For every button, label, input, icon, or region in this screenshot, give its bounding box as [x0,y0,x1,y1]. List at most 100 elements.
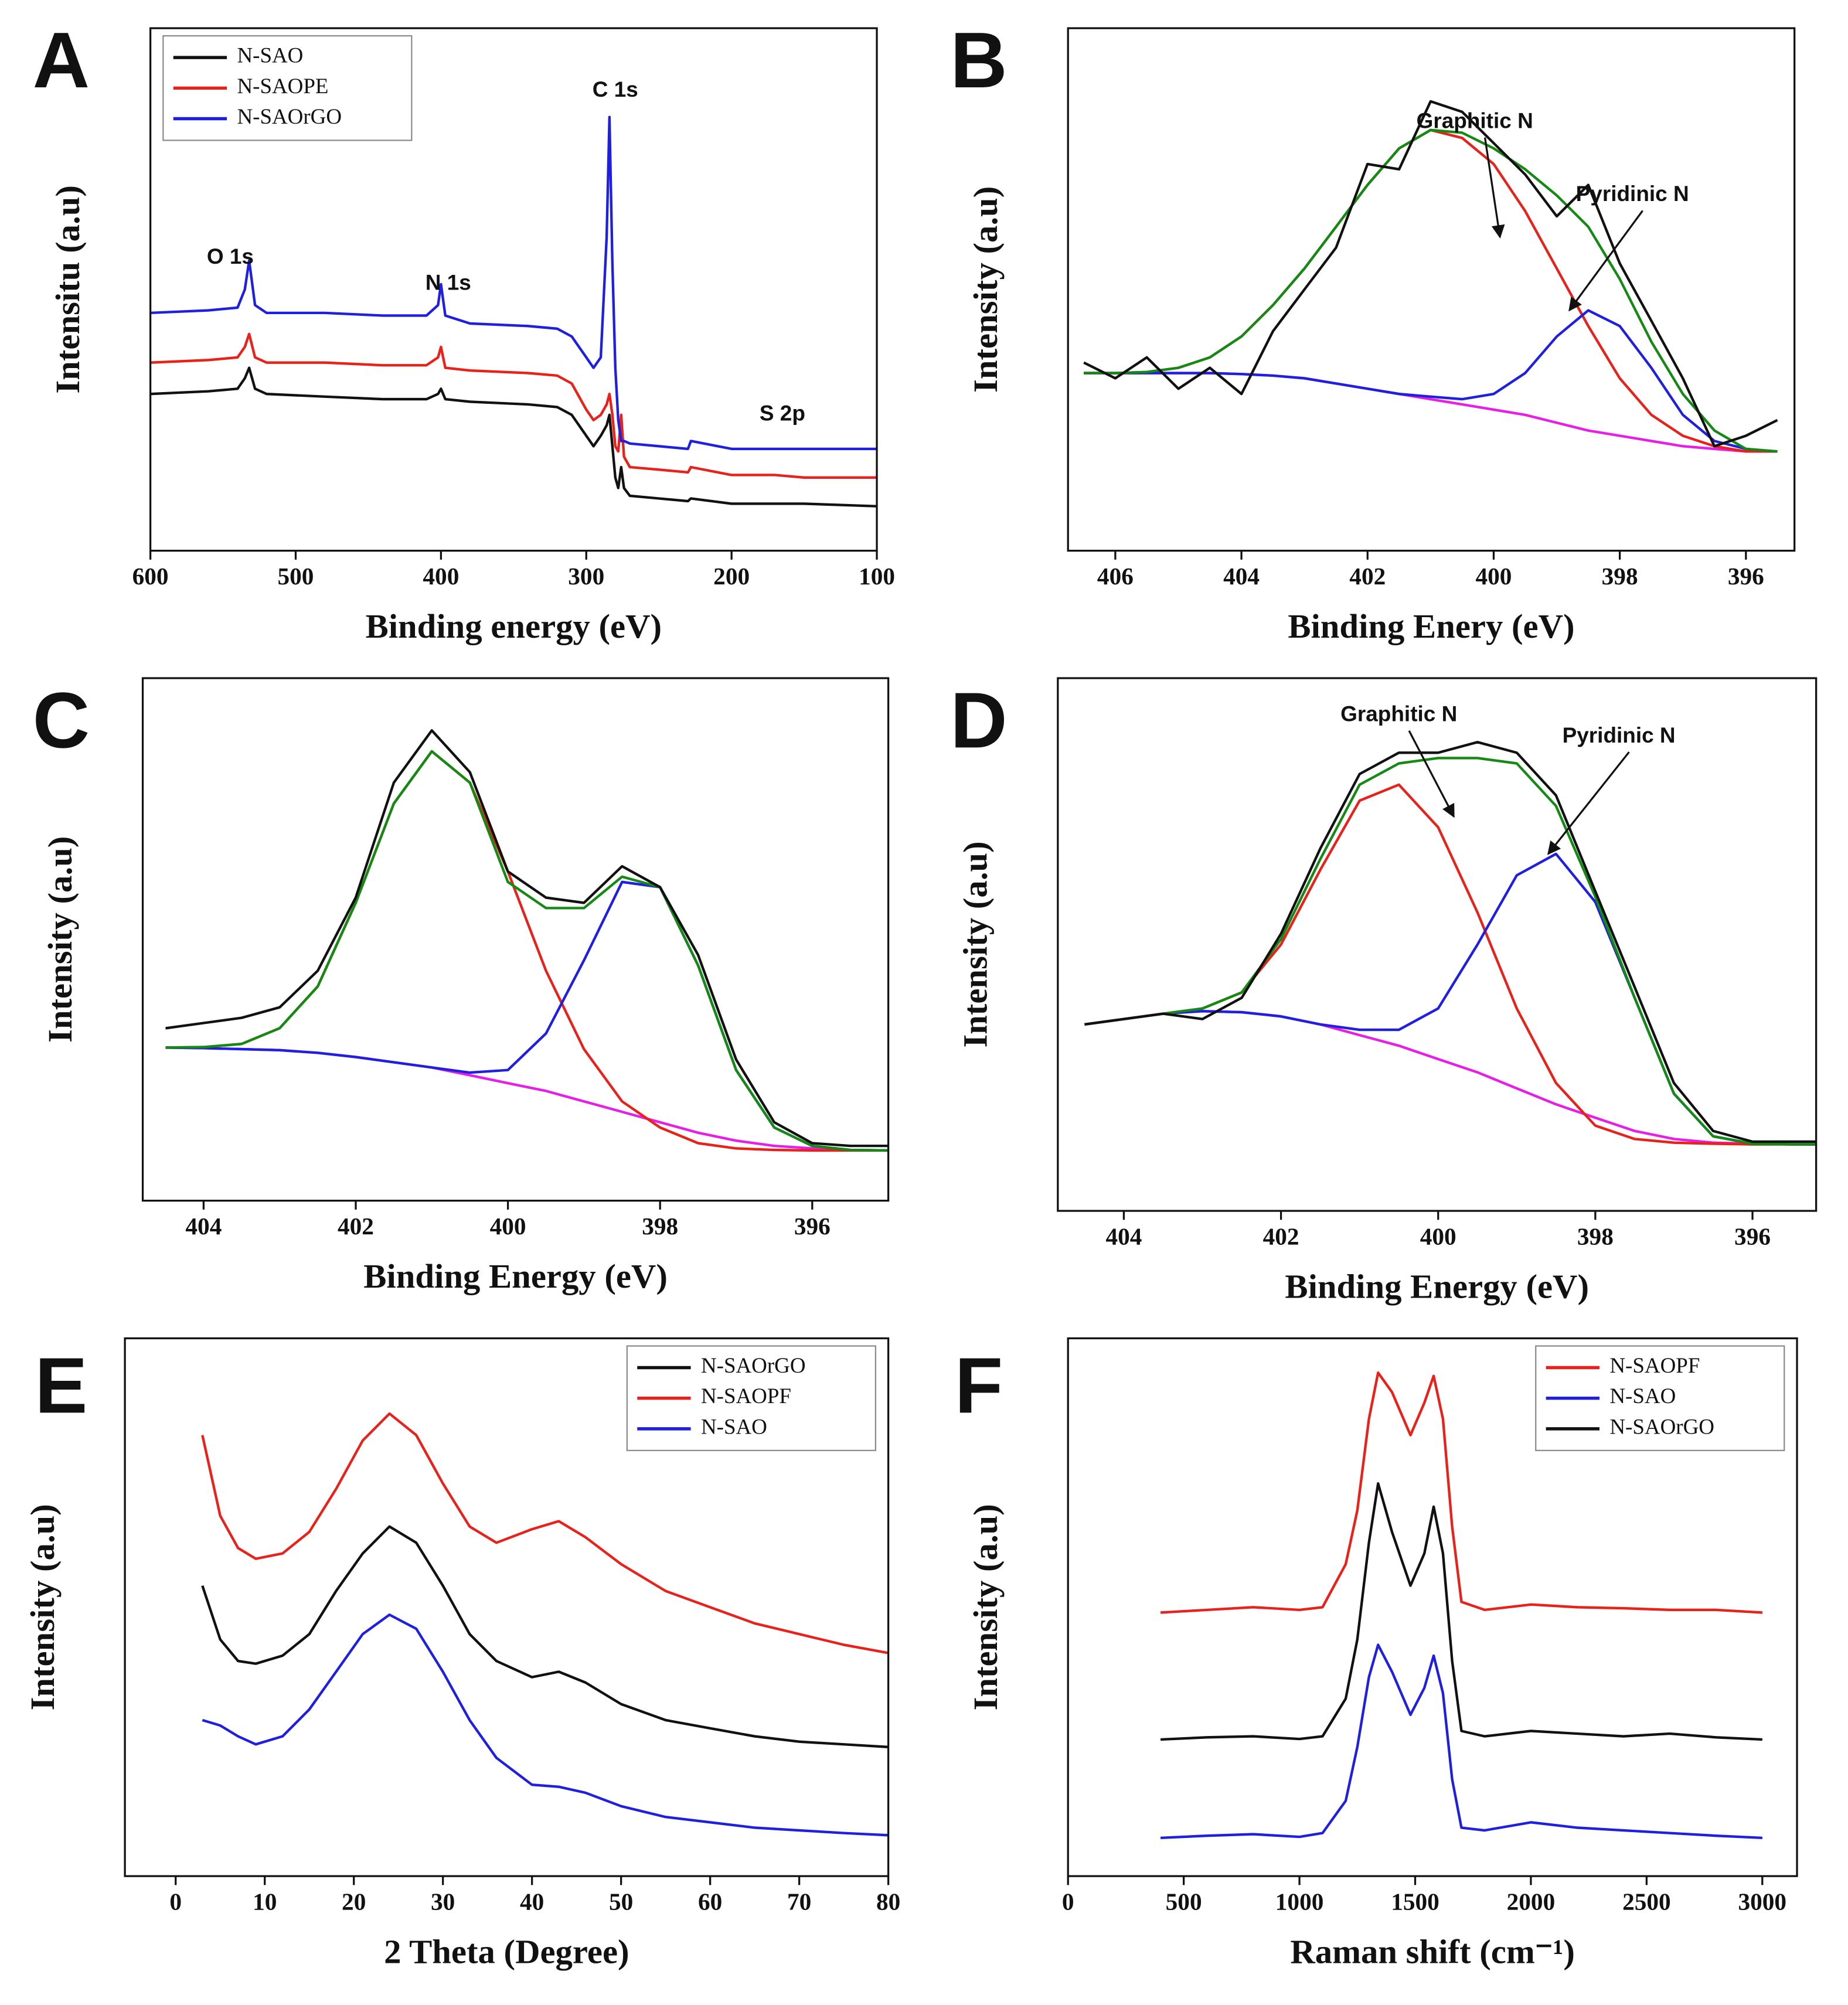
x-tick-label: 2000 [1507,1888,1556,1915]
x-tick-label: 80 [876,1888,900,1915]
x-tick-label: 30 [431,1888,455,1915]
legend-label: N-SAO [1609,1384,1676,1408]
plot-frame [1067,1337,1798,1877]
x-tick-label: 404 [1223,563,1260,590]
series-line [1084,741,1816,1143]
annotation: O 1s [207,244,254,268]
x-tick-label: 402 [1349,563,1386,590]
series-line [201,1525,889,1749]
x-tick-label: 396 [1734,1223,1771,1250]
series-line [1084,128,1778,453]
series-line [1084,852,1816,1146]
annotation-arrow [1483,137,1505,239]
series-line [1084,309,1778,453]
x-tick-label: 400 [1420,1223,1456,1250]
series-line [165,750,889,1152]
x-axis-label: 2 Theta (Degree) [384,1932,629,1970]
plot [1083,100,1778,453]
x-tick-label: 500 [1166,1888,1202,1915]
x-tick-label: 200 [713,563,750,590]
x-tick-label: 100 [859,563,895,590]
x-axis-label: Binding Energy (eV) [363,1257,668,1295]
annotation-arrow [1547,751,1630,855]
series-line [1084,783,1816,1146]
plot [150,115,877,508]
x-tick-label: 398 [1577,1223,1614,1250]
x-tick-label: 300 [568,563,604,590]
legend-label: N-SAOrGO [1609,1414,1714,1438]
legend-label: N-SAOrGO [701,1353,806,1377]
x-tick-label: 402 [1263,1223,1299,1250]
plot [165,729,889,1152]
y-axis-label: Intensity (a.u) [966,186,1005,393]
annotation: N 1s [426,271,471,295]
annotation: Pyridinic N [1563,723,1676,747]
series-line [1083,100,1778,448]
y-axis-label: Intensity (a.u) [956,841,994,1047]
plot-frame [1057,677,1818,1212]
series-line [1084,1010,1816,1146]
y-axis-label: Intensity (a.u) [41,836,79,1043]
annotation: C 1s [593,77,638,101]
x-tick-label: 404 [185,1213,222,1240]
annotation-arrow [1408,730,1455,818]
x-tick-label: 402 [338,1213,374,1240]
x-tick-label: 1500 [1391,1888,1439,1915]
x-tick-label: 600 [132,563,169,590]
x-tick-label: 70 [787,1888,811,1915]
x-tick-label: 400 [1475,563,1512,590]
panel-label: A [33,16,90,104]
series-line [1160,1371,1763,1614]
x-tick-label: 404 [1105,1223,1142,1250]
x-tick-label: 0 [169,1888,182,1915]
annotation-arrow [1568,210,1643,312]
plot [1160,1371,1763,1840]
series-line [150,332,877,479]
x-axis-label: Binding Energy (eV) [1285,1267,1589,1305]
series-line [201,1412,889,1655]
x-tick-label: 1000 [1275,1888,1324,1915]
panel-label: C [33,676,90,764]
x-axis-label: Binding Enery (eV) [1288,607,1574,645]
annotation: S 2p [760,401,805,425]
x-tick-label: 20 [342,1888,366,1915]
series-line [202,1613,889,1837]
series-line [1160,1482,1762,1741]
series-line [165,729,889,1148]
legend-label: N-SAOrGO [237,104,342,128]
plot-frame [149,27,878,552]
x-tick-label: 400 [490,1213,526,1240]
panel-label: B [950,16,1007,104]
y-axis-label: Intensitu (a.u) [49,185,87,394]
x-tick-label: 398 [1602,563,1638,590]
panel-label: E [35,1341,87,1429]
plot-frame [124,1337,890,1877]
x-tick-label: 406 [1097,563,1134,590]
legend-label: N-SAO [237,43,303,67]
x-tick-label: 396 [794,1213,831,1240]
x-tick-label: 2500 [1622,1888,1671,1915]
legend-label: N-SAOPF [1609,1353,1700,1377]
x-axis-label: Binding energy (eV) [366,607,662,645]
series-line [1084,757,1816,1146]
x-tick-label: 396 [1728,563,1764,590]
x-tick-label: 500 [278,563,314,590]
series-line [165,750,889,1152]
annotation: Graphitic N [1340,702,1457,726]
series-line [150,115,877,451]
series-line [1084,372,1778,453]
annotation: Graphitic N [1417,108,1533,132]
legend-label: N-SAOPE [237,74,328,98]
x-tick-label: 400 [423,563,459,590]
y-axis-label: Intensity (a.u) [23,1504,62,1710]
x-axis-label: Raman shift (cm⁻¹) [1290,1932,1575,1970]
series-line [1160,1643,1762,1840]
x-tick-label: 398 [642,1213,678,1240]
legend-label: N-SAOPF [701,1384,791,1408]
panel-label: F [955,1341,1003,1429]
plot-frame [141,677,890,1202]
legend-label: N-SAO [701,1414,767,1438]
